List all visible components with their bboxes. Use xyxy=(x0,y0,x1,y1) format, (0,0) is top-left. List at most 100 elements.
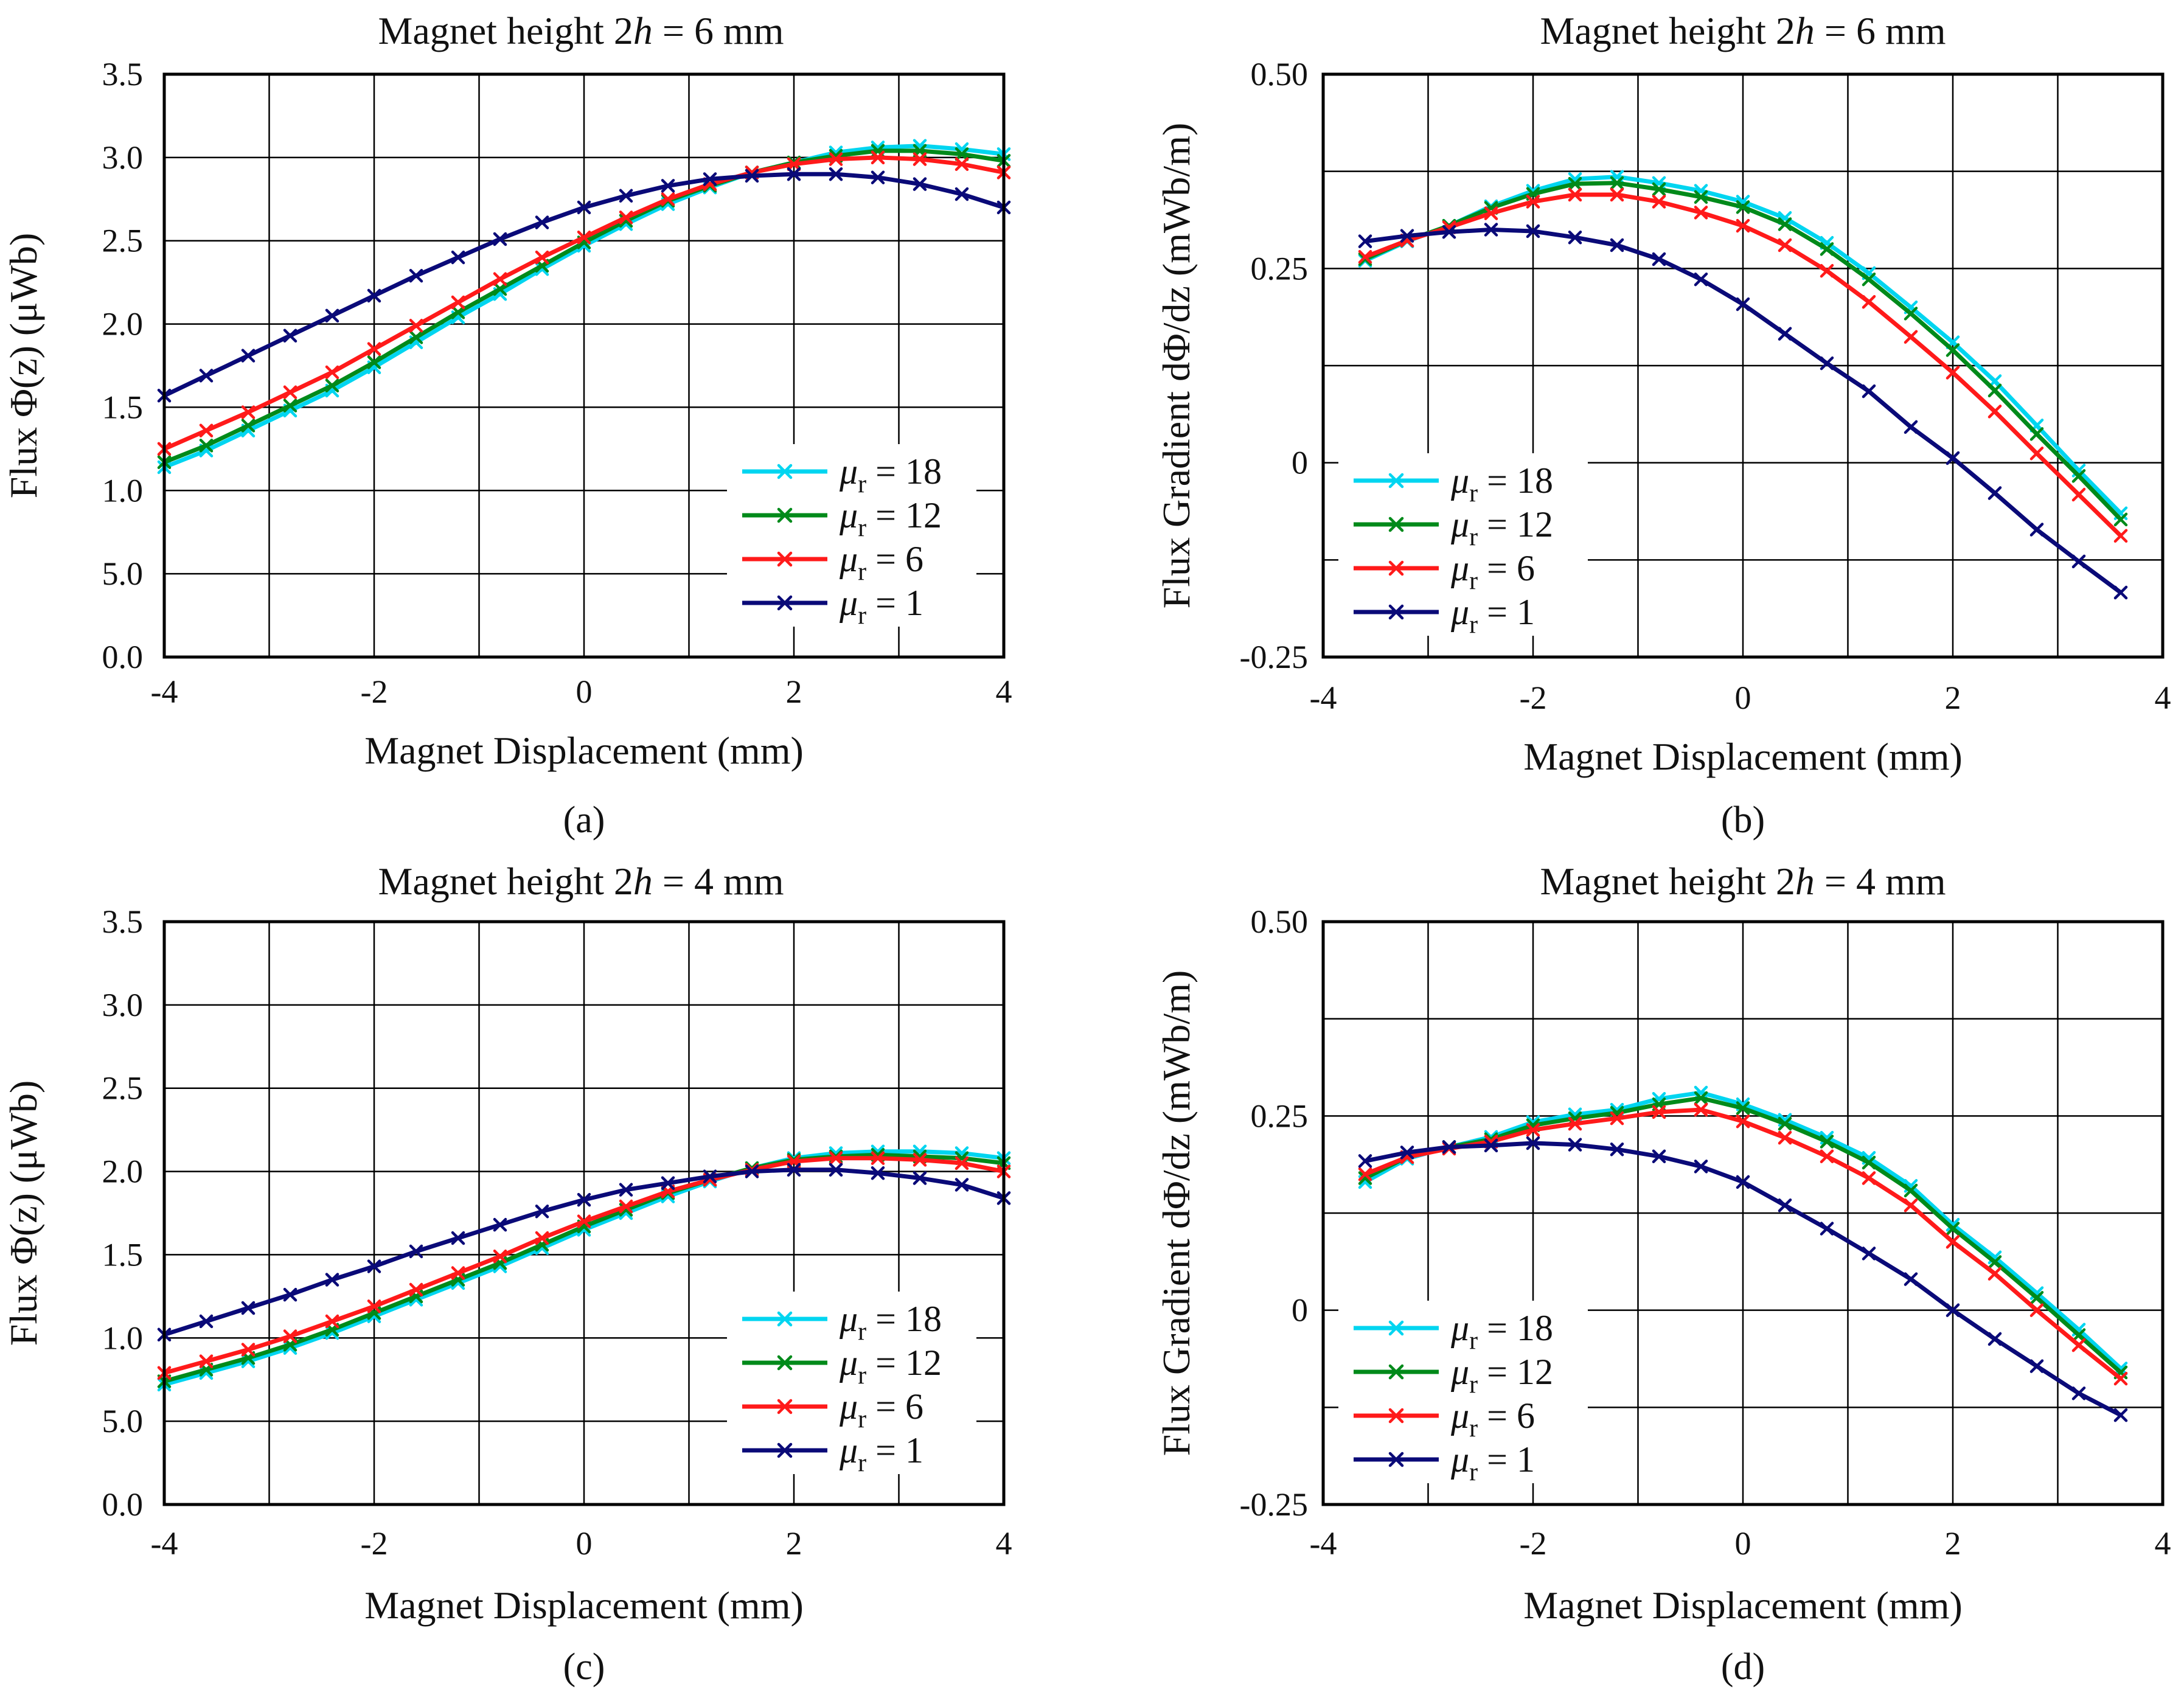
legend-item-mu6: μr = 6 xyxy=(742,539,923,586)
data-point-mu1 xyxy=(913,1171,927,1185)
data-point-mu6 xyxy=(1610,187,1624,202)
legend-swatch-marker xyxy=(777,551,793,567)
chart-title-suffix: = 6 mm xyxy=(653,9,784,52)
legend-label: μr = 6 xyxy=(1450,1396,1535,1442)
data-point-mu1 xyxy=(325,308,339,323)
data-point-mu1 xyxy=(1652,1149,1666,1163)
data-point-mu1 xyxy=(2113,1408,2128,1422)
data-point-mu6 xyxy=(325,1314,339,1329)
y-axis-label: Flux Gradient dΦ/dz (mWb/m) xyxy=(1155,970,1198,1456)
legend-swatch-marker xyxy=(777,1399,793,1414)
data-point-mu1 xyxy=(703,1169,717,1184)
data-point-mu1 xyxy=(283,329,297,343)
legend-label: μr = 1 xyxy=(839,583,923,630)
data-point-mu6 xyxy=(1610,1111,1624,1125)
data-point-mu12 xyxy=(2071,1328,2086,1342)
data-point-mu1 xyxy=(1904,420,1918,434)
legend-mu: μ xyxy=(1450,592,1469,632)
y-tick-label: 0.0 xyxy=(102,639,144,675)
legend-mu: μ xyxy=(1450,548,1469,588)
plot-frame xyxy=(1321,920,2165,1506)
legend-value: = 6 xyxy=(1478,548,1535,588)
data-point-mu1 xyxy=(1442,1140,1456,1154)
data-point-mu18 xyxy=(1946,1217,1960,1232)
data-point-mu6 xyxy=(1652,1105,1666,1119)
y-tick-label: 0.50 xyxy=(1251,903,1309,940)
data-point-mu6 xyxy=(1820,263,1834,278)
legend-item-mu18: μr = 18 xyxy=(1354,461,1553,507)
legend-sub: r xyxy=(858,602,866,630)
x-tick-label: 0 xyxy=(1735,1525,1751,1562)
data-point-mu12 xyxy=(1862,1155,1876,1170)
data-point-mu6 xyxy=(1358,249,1372,264)
x-tick-label: -2 xyxy=(1520,1525,1547,1562)
legend-value: = 18 xyxy=(1478,1308,1553,1348)
data-point-mu6 xyxy=(451,295,465,310)
y-tick-label: 3.0 xyxy=(102,139,144,176)
y-tick-label: 0.0 xyxy=(102,1486,144,1523)
legend-item-mu1: μr = 1 xyxy=(742,583,923,630)
data-point-mu1 xyxy=(241,349,256,363)
data-point-mu1 xyxy=(1610,238,1624,252)
data-point-mu6 xyxy=(1652,195,1666,209)
y-tick-label: 5.0 xyxy=(102,555,144,592)
chart-panel-d: Magnet height 2h = 4 mm -0.25 0 0.25 0.50 -4 -… xyxy=(1155,860,2171,1688)
legend-value: = 18 xyxy=(866,1299,942,1339)
legend-swatch-marker xyxy=(777,595,793,611)
data-point-mu1 xyxy=(451,250,465,265)
legend-swatch-marker xyxy=(1388,1320,1404,1336)
legend-item-mu6: μr = 6 xyxy=(1354,1396,1535,1442)
data-point-mu6 xyxy=(199,423,214,437)
data-point-mu1 xyxy=(1988,1332,2002,1346)
data-point-mu1 xyxy=(745,169,759,183)
chart-title: Magnet height 2h = 4 mm xyxy=(378,860,784,903)
data-point-mu1 xyxy=(367,1259,381,1273)
legend-mu: μ xyxy=(1450,1396,1469,1436)
plot-frame xyxy=(162,920,1006,1506)
y-axis-label: Flux Gradient dΦ/dz (mWb/m) xyxy=(1155,123,1198,609)
x-tick-label: -4 xyxy=(1310,1525,1337,1562)
data-point-mu6 xyxy=(2113,1371,2128,1386)
x-tick-label: 2 xyxy=(786,1525,802,1562)
legend-swatch-marker xyxy=(1388,517,1404,532)
x-tick-label: 4 xyxy=(996,1525,1012,1562)
data-point-mu6 xyxy=(1694,1102,1708,1117)
plot-frame xyxy=(162,72,1006,659)
x-tick-label: 0 xyxy=(576,1525,593,1562)
data-point-mu1 xyxy=(1862,384,1876,398)
chart-title-suffix: = 6 mm xyxy=(1815,9,1946,52)
data-point-mu6 xyxy=(1946,366,1960,380)
data-point-mu1 xyxy=(283,1287,297,1302)
data-point-mu12 xyxy=(1946,343,1960,357)
data-point-mu12 xyxy=(1778,1116,1792,1131)
data-point-mu12 xyxy=(199,439,214,453)
data-point-mu12 xyxy=(409,330,423,344)
chart-title-italic: h xyxy=(1795,9,1815,52)
legend-item-mu12: μr = 12 xyxy=(1354,504,1553,551)
data-point-mu1 xyxy=(619,1183,633,1197)
data-point-mu6 xyxy=(409,1282,423,1297)
legend-swatch-marker xyxy=(777,507,793,523)
data-point-mu6 xyxy=(871,1151,885,1165)
data-point-mu1 xyxy=(1484,1138,1498,1153)
y-tick-label: 0 xyxy=(1292,1292,1308,1329)
legend-item-mu1: μr = 1 xyxy=(1354,592,1535,639)
data-point-mu12 xyxy=(955,147,969,161)
data-point-mu6 xyxy=(1694,206,1708,220)
legend-sub: r xyxy=(1469,523,1478,551)
data-point-mu6 xyxy=(1778,238,1792,252)
panel-label: (b) xyxy=(1721,799,1765,841)
data-point-mu6 xyxy=(1484,206,1498,220)
legend-background xyxy=(1338,453,1588,636)
chart-panel-a: Magnet height 2h = 6 mm 0.0 5.0 1.0 1.5 2.0 2.… xyxy=(2,9,1012,841)
legend-mu: μ xyxy=(839,1299,858,1339)
data-point-mu1 xyxy=(2071,554,2086,569)
data-point-mu12 xyxy=(2029,427,2044,441)
legend-mu: μ xyxy=(1450,461,1469,501)
legend-value: = 6 xyxy=(866,1386,923,1427)
data-point-mu1 xyxy=(1736,1175,1750,1189)
legend-sub: r xyxy=(1469,1371,1478,1399)
x-tick-label: -2 xyxy=(361,1525,388,1562)
